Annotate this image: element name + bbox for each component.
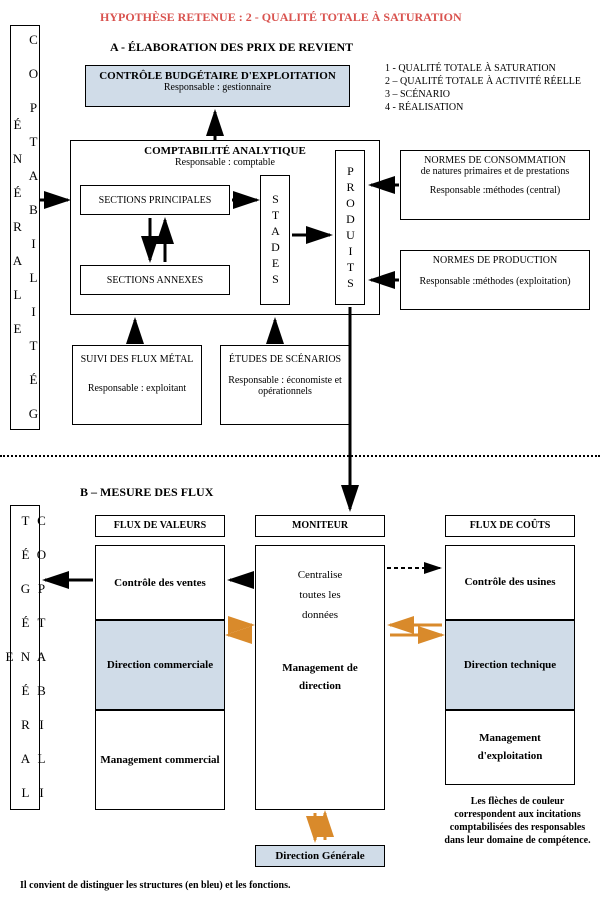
- sec-annex-label: SECTIONS ANNEXES: [107, 275, 203, 286]
- flux-val-b2: Direction commerciale: [95, 620, 225, 710]
- side-box-b: C O P T A B I L I T É G É N É R A L E: [10, 505, 40, 810]
- flux-cout-header: FLUX DE COÛTS: [445, 515, 575, 537]
- etudes-box: ÉTUDES DE SCÉNARIOS Responsable : économ…: [220, 345, 350, 425]
- stades-box: STADES: [260, 175, 290, 305]
- controle-box: CONTRÔLE BUDGÉTAIRE D'EXPLOITATION Respo…: [85, 65, 350, 107]
- side-label-a: C O P T A B I L I T É G É N É R A L E: [9, 30, 41, 425]
- controle-resp: Responsable : gestionnaire: [90, 82, 345, 93]
- controle-title: CONTRÔLE BUDGÉTAIRE D'EXPLOITATION: [90, 70, 345, 82]
- footer-left: Il convient de distinguer les structures…: [20, 880, 400, 891]
- norme-prod-box: NORMES DE PRODUCTION Responsable :méthod…: [400, 250, 590, 310]
- legend-3: 3 – SCÉNARIO: [385, 88, 581, 101]
- legend-box: 1 - QUALITÉ TOTALE À SATURATION 2 – QUAL…: [385, 62, 581, 114]
- norme-prod-resp: Responsable :méthodes (exploitation): [405, 276, 585, 287]
- sec-princ-label: SECTIONS PRINCIPALES: [99, 195, 212, 206]
- suivi-resp: Responsable : exploitant: [77, 383, 197, 394]
- compta-title: COMPTABILITÉ ANALYTIQUE: [75, 145, 375, 157]
- flux-cout-b2: Direction technique: [445, 620, 575, 710]
- legend-1: 1 - QUALITÉ TOTALE À SATURATION: [385, 62, 581, 75]
- norme-conso-box: NORMES DE CONSOMMATION de natures primai…: [400, 150, 590, 220]
- footer-right: Les flèches de couleur correspondent aux…: [440, 795, 595, 847]
- suivi-title: SUIVI DES FLUX MÉTAL: [77, 354, 197, 365]
- moniteur-l3: données: [260, 606, 380, 626]
- produits-label: PRODUITS: [343, 164, 358, 292]
- flux-val-b3: Management commercial: [95, 710, 225, 810]
- flux-val-b1: Contrôle des ventes: [95, 545, 225, 620]
- moniteur-body: Centralise toutes les données Management…: [255, 545, 385, 810]
- moniteur-l1: Centralise: [260, 566, 380, 586]
- section-b-title: B – MESURE DES FLUX: [80, 485, 213, 500]
- section-a-title: A - ÉLABORATION DES PRIX DE REVIENT: [110, 40, 353, 55]
- dg-box: Direction Générale: [255, 845, 385, 867]
- etudes-resp: Responsable : économiste et opérationnel…: [225, 375, 345, 397]
- flux-cout-header-text: FLUX DE COÛTS: [470, 520, 551, 531]
- moniteur-header-text: MONITEUR: [292, 520, 348, 531]
- etudes-title: ÉTUDES DE SCÉNARIOS: [225, 354, 345, 365]
- moniteur-l4: Management de direction: [260, 660, 380, 695]
- legend-4: 4 - RÉALISATION: [385, 101, 581, 114]
- moniteur-header: MONITEUR: [255, 515, 385, 537]
- sec-princ-box: SECTIONS PRINCIPALES: [80, 185, 230, 215]
- flux-cout-b3: Management d'exploitation: [445, 710, 575, 785]
- flux-val-header: FLUX DE VALEURS: [95, 515, 225, 537]
- norme-conso-resp: Responsable :méthodes (central): [405, 185, 585, 196]
- flux-val-header-text: FLUX DE VALEURS: [114, 520, 206, 531]
- side-label-b: C O P T A B I L I T É G É N É R A L E: [1, 510, 49, 805]
- compta-resp: Responsable : comptable: [75, 157, 375, 168]
- side-box-a: C O P T A B I L I T É G É N É R A L E: [10, 25, 40, 430]
- hypothese-title: HYPOTHÈSE RETENUE : 2 - QUALITÉ TOTALE À…: [100, 10, 462, 25]
- moniteur-l2: toutes les: [260, 586, 380, 606]
- norme-conso-title: NORMES DE CONSOMMATION: [405, 155, 585, 166]
- norme-prod-title: NORMES DE PRODUCTION: [405, 255, 585, 266]
- sec-annex-box: SECTIONS ANNEXES: [80, 265, 230, 295]
- legend-2: 2 – QUALITÉ TOTALE À ACTIVITÉ RÉELLE: [385, 75, 581, 88]
- norme-conso-sub: de natures primaires et de prestations: [405, 166, 585, 177]
- produits-box: PRODUITS: [335, 150, 365, 305]
- stades-label: STADES: [268, 192, 283, 288]
- suivi-box: SUIVI DES FLUX MÉTAL Responsable : explo…: [72, 345, 202, 425]
- flux-cout-b1: Contrôle des usines: [445, 545, 575, 620]
